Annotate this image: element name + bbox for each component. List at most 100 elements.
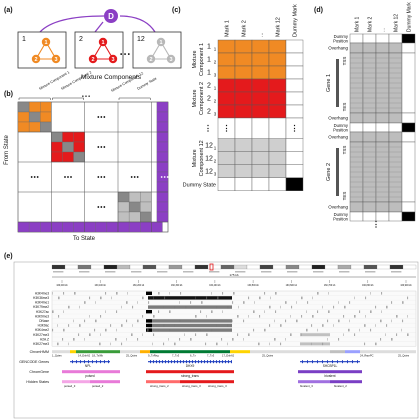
signal-mark [370, 328, 372, 332]
c-cell [234, 117, 253, 139]
matrix-cell [17, 221, 30, 233]
d-row-label: Dummy [334, 34, 349, 39]
matrix-cell [51, 221, 63, 233]
signal-mark [100, 333, 101, 336]
d-cell [349, 33, 364, 44]
chromhmm-label: 1_Quies [52, 354, 62, 358]
mixture-components-caption: Mixture Components [81, 74, 142, 81]
chromhmm-segment [76, 350, 120, 354]
state-node [41, 37, 51, 47]
track-label: H3K4me1 [35, 301, 49, 305]
signal-mark [211, 310, 213, 313]
d-cell [375, 131, 390, 143]
signal-mark [94, 328, 96, 332]
signal-mark [264, 310, 265, 313]
signal-mark [190, 301, 192, 304]
matrix-cell [28, 121, 41, 133]
exon [104, 360, 105, 364]
signal-mark [179, 319, 181, 323]
matrix-cell [106, 221, 119, 233]
c-col-header: Dummy Mark [293, 4, 299, 37]
signal-mark [174, 324, 175, 327]
matrix-cell [156, 201, 169, 213]
exon [210, 360, 211, 364]
d-cell [375, 201, 390, 213]
hidden-state-label: strong_trans_3 [182, 384, 201, 388]
d-tss-label: TSS [342, 146, 347, 155]
signal-mark [407, 296, 409, 300]
signal-mark [253, 328, 255, 332]
matrix-cell [156, 101, 169, 113]
exon [302, 360, 303, 364]
c-cell [268, 104, 287, 119]
band-label-mark [79, 271, 90, 273]
signal-mark [116, 310, 118, 313]
d-row-label: Position [333, 39, 349, 44]
signal-mark [328, 310, 330, 313]
signal-mark [111, 296, 112, 300]
matrix-cell [156, 191, 169, 203]
signal-block [148, 296, 232, 300]
exon [231, 360, 232, 364]
chromhmm-segment [120, 350, 140, 354]
d-gene-label: Gene 1 [326, 74, 332, 92]
c-row-sub: 3 [214, 112, 217, 117]
signal-mark [364, 342, 366, 346]
signal-mark [52, 292, 53, 295]
signal-mark [84, 301, 86, 304]
signal-peak [146, 319, 152, 323]
c-cell [268, 151, 287, 166]
chromhmm-segment [345, 350, 360, 354]
signal-mark [58, 296, 60, 300]
signal-mark [158, 328, 159, 332]
d-cell [401, 52, 416, 114]
ellipsis-b-top: • • • [82, 94, 90, 100]
d-cell [362, 112, 377, 124]
signal-mark [348, 328, 350, 332]
panel-e: (e) 175 kb 160,000 kb 160,100 kb 160,200 kb… [4, 253, 419, 419]
c-cell [234, 164, 253, 179]
ellipsis-dot [30, 176, 33, 178]
exon [317, 360, 318, 364]
exon [195, 360, 196, 364]
signal-mark [402, 301, 404, 304]
matrix-cell [17, 111, 30, 123]
signal-mark [354, 333, 356, 336]
signal-mark [280, 324, 282, 327]
matrix-cell [156, 211, 169, 223]
coord-label: 160,000 kb [56, 285, 68, 287]
c-row-sub: 1 [214, 47, 217, 52]
matrix-cell [140, 191, 152, 203]
signal-mark [121, 305, 122, 309]
signal-mark [364, 324, 366, 327]
coord-label: 160,400 kb [209, 285, 221, 287]
signal-mark [216, 342, 218, 346]
signal-mark [99, 342, 101, 346]
d-col-header: Mark 1 [355, 17, 361, 33]
c-dummy-row-label: Dummy State [183, 182, 216, 188]
matrix-cell [156, 131, 169, 143]
ideogram-band [324, 264, 339, 270]
band-label-mark [235, 271, 246, 273]
ellipsis-dot [100, 206, 103, 208]
signal-mark [105, 310, 106, 313]
signal-mark [311, 324, 313, 327]
signal-mark [233, 292, 235, 295]
signal-mark [370, 310, 372, 313]
matrix-cell [128, 191, 141, 203]
band-label-mark [209, 271, 220, 273]
signal-mark [100, 296, 102, 300]
signal-mark [222, 310, 223, 313]
hidden-state-label: poised_2 [92, 384, 104, 388]
signal-mark [68, 342, 69, 346]
c-group-label: Component 1 [199, 43, 205, 76]
d-cell [362, 42, 377, 54]
d-cell [388, 201, 403, 213]
coord-label: 160,900 kb [400, 285, 412, 287]
signal-mark [275, 310, 277, 313]
signal-mark [184, 333, 185, 336]
ideogram-band [272, 264, 287, 270]
matrix-cell [62, 221, 74, 233]
state-node-label: 2 [149, 57, 152, 63]
band-label-mark [131, 271, 142, 273]
